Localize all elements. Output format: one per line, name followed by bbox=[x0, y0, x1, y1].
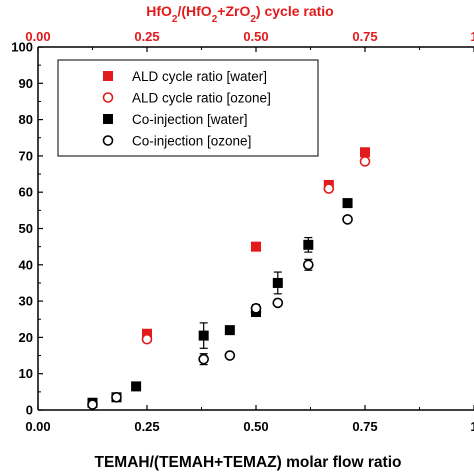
data-point bbox=[87, 399, 98, 410]
data-point bbox=[303, 259, 314, 271]
legend-marker bbox=[103, 71, 113, 81]
data-point bbox=[303, 239, 314, 250]
y-tick-label: 100 bbox=[11, 40, 33, 55]
y-tick-label: 50 bbox=[19, 221, 33, 236]
y-tick-label: 40 bbox=[19, 257, 33, 272]
legend: ALD cycle ratio [water] ALD cycle ratio [… bbox=[57, 59, 319, 157]
data-point bbox=[342, 198, 353, 209]
y-tick-label: 30 bbox=[19, 294, 33, 309]
x-tick-label: 0.25 bbox=[134, 419, 159, 434]
legend-box bbox=[57, 59, 319, 157]
data-point bbox=[250, 303, 262, 314]
top-x-tick-label: 1 bbox=[470, 29, 474, 44]
series-3 bbox=[87, 214, 353, 410]
data-point bbox=[272, 277, 283, 288]
data-point bbox=[251, 241, 261, 252]
data-point bbox=[198, 353, 209, 365]
x-axis-title: TEMAH/(TEMAH+TEMAZ) molar flow ratio bbox=[95, 454, 402, 471]
legend-label: Co-injection [ozone] bbox=[132, 134, 251, 149]
y-tick-label: 10 bbox=[19, 366, 33, 381]
data-point bbox=[359, 156, 371, 167]
legend-marker bbox=[103, 114, 113, 124]
data-point bbox=[224, 350, 236, 361]
data-point bbox=[342, 214, 353, 225]
legend-label: ALD cycle ratio [ozone] bbox=[132, 91, 271, 106]
data-point bbox=[272, 297, 284, 309]
top-x-tick-label: 0.50 bbox=[243, 29, 268, 44]
y-tick-label: 60 bbox=[19, 185, 33, 200]
legend-label: ALD cycle ratio [water] bbox=[132, 69, 267, 84]
y-tick-label: 20 bbox=[19, 330, 33, 345]
top-x-axis-title: HfO2/(HfO2+ZrO2) cycle ratio bbox=[146, 3, 333, 25]
data-point bbox=[360, 147, 370, 158]
x-tick-label: 0.75 bbox=[352, 419, 377, 434]
top-x-tick-label: 0.75 bbox=[352, 29, 377, 44]
data-marks-layer bbox=[87, 147, 371, 410]
x-tick-label: 0.50 bbox=[243, 419, 268, 434]
top-x-tick-label: 0.25 bbox=[134, 29, 159, 44]
legend-marker bbox=[102, 92, 114, 103]
x-tick-label: 0.00 bbox=[25, 419, 50, 434]
tick-layer: 01020304050607080901000.000.250.500.7510… bbox=[11, 29, 474, 434]
top-x-tick-label: 0.00 bbox=[25, 29, 50, 44]
data-point bbox=[141, 333, 153, 345]
y-tick-label: 80 bbox=[19, 112, 33, 127]
data-point bbox=[198, 330, 209, 341]
data-point bbox=[131, 381, 142, 392]
legend-label: Co-injection [water] bbox=[132, 112, 248, 127]
legend-marker bbox=[102, 135, 114, 146]
data-point bbox=[142, 328, 152, 339]
y-tick-label: 90 bbox=[19, 76, 33, 91]
data-point bbox=[224, 325, 235, 336]
data-point bbox=[111, 391, 122, 403]
series-2 bbox=[87, 198, 353, 408]
y-tick-label: 0 bbox=[26, 403, 33, 418]
x-tick-label: 1 bbox=[470, 419, 474, 434]
data-point bbox=[323, 183, 335, 194]
y-tick-label: 70 bbox=[19, 148, 33, 163]
